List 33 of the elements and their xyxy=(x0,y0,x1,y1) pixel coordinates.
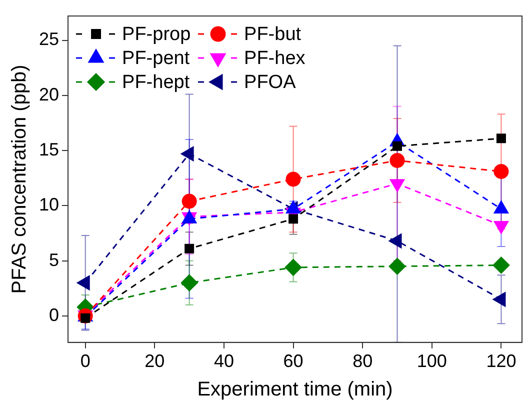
point xyxy=(392,141,402,151)
y-tick-label: 20 xyxy=(38,84,60,104)
legend-label: PF-hept xyxy=(122,72,190,94)
y-axis-title: PFAS concentration (ppb) xyxy=(8,64,31,294)
point xyxy=(390,152,405,168)
point xyxy=(286,172,301,187)
point xyxy=(182,194,197,209)
x-tick-label: 40 xyxy=(214,351,234,372)
point xyxy=(492,256,510,274)
point xyxy=(184,244,194,254)
x-tick-label: 80 xyxy=(352,351,373,372)
x-tick-label: 20 xyxy=(144,351,165,372)
point xyxy=(388,258,406,275)
legend-label: PF-but xyxy=(244,24,302,46)
y-tick-label: 15 xyxy=(38,140,60,160)
y-tick-label: 0 xyxy=(49,304,60,325)
legend-label: PFOA xyxy=(244,72,296,94)
x-tick-label: 100 xyxy=(416,351,447,372)
legend-label: PF-hex xyxy=(244,48,306,70)
point xyxy=(180,274,198,292)
x-tick-label: 60 xyxy=(283,351,304,372)
y-tick-label: 25 xyxy=(38,29,60,50)
y-tick-label: 10 xyxy=(38,194,60,215)
point xyxy=(494,164,509,179)
legend-label: PF-pent xyxy=(122,48,190,70)
x-tick-label: 0 xyxy=(80,351,90,372)
point xyxy=(496,134,506,144)
legend-label: PF-prop xyxy=(122,24,191,46)
point xyxy=(288,214,298,224)
y-tick-label: 5 xyxy=(49,250,60,270)
point xyxy=(284,258,302,276)
x-tick-label: 120 xyxy=(486,351,516,372)
x-axis-title: Experiment time (min) xyxy=(197,378,393,401)
